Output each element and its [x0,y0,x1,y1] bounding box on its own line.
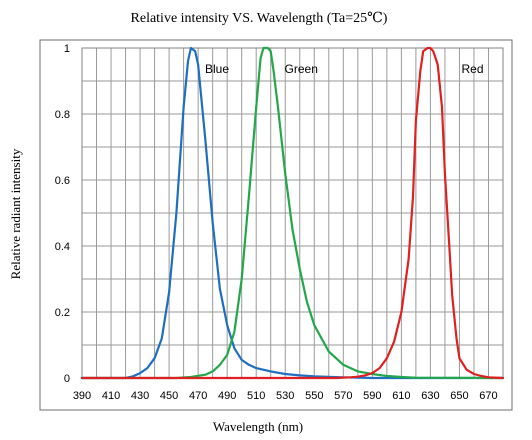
x-tick-label: 410 [102,390,120,402]
annotation-green: Green [285,62,318,76]
x-tick-label: 510 [247,390,265,402]
annotations: Blue Green Red [205,62,484,76]
y-tick-label: 0.6 [55,175,70,187]
y-tick-label: 0.4 [55,241,70,253]
grid [81,47,504,379]
series-line-blue [80,46,505,380]
y-tick-label: 1 [64,43,70,55]
annotation-red: Red [462,62,484,76]
x-tick-label: 630 [421,390,439,402]
x-tick-label: 610 [392,390,410,402]
x-tick-label: 530 [276,390,294,402]
y-tick-label: 0.2 [55,307,70,319]
x-tick-labels: 390 410 430 450 470 490 510 530 550 570 590 610 630 6… [73,390,498,402]
x-tick-label: 570 [334,390,352,402]
x-tick-label: 590 [363,390,381,402]
series-line-red [80,46,505,380]
annotation-blue: Blue [205,62,229,76]
y-tick-label: 0.8 [55,109,70,121]
x-tick-label: 390 [73,390,91,402]
x-tick-label: 550 [305,390,323,402]
x-tick-label: 470 [189,390,207,402]
x-tick-label: 430 [131,390,149,402]
x-tick-label: 650 [450,390,468,402]
series-lines [80,46,505,380]
y-tick-label: 0 [64,373,70,385]
x-tick-label: 670 [479,390,497,402]
x-axis-label: Wavelength (nm) [213,419,303,434]
chart-title: Relative intensity VS. Wavelength (Ta=25… [131,11,388,26]
chart-frame [39,39,513,411]
x-tick-label: 450 [160,390,178,402]
x-tick-label: 490 [218,390,236,402]
y-tick-labels: 0 0.2 0.4 0.6 0.8 1 [55,43,70,385]
y-axis-label: Relative radiant intensity [8,148,23,279]
series-line-green [80,46,505,380]
